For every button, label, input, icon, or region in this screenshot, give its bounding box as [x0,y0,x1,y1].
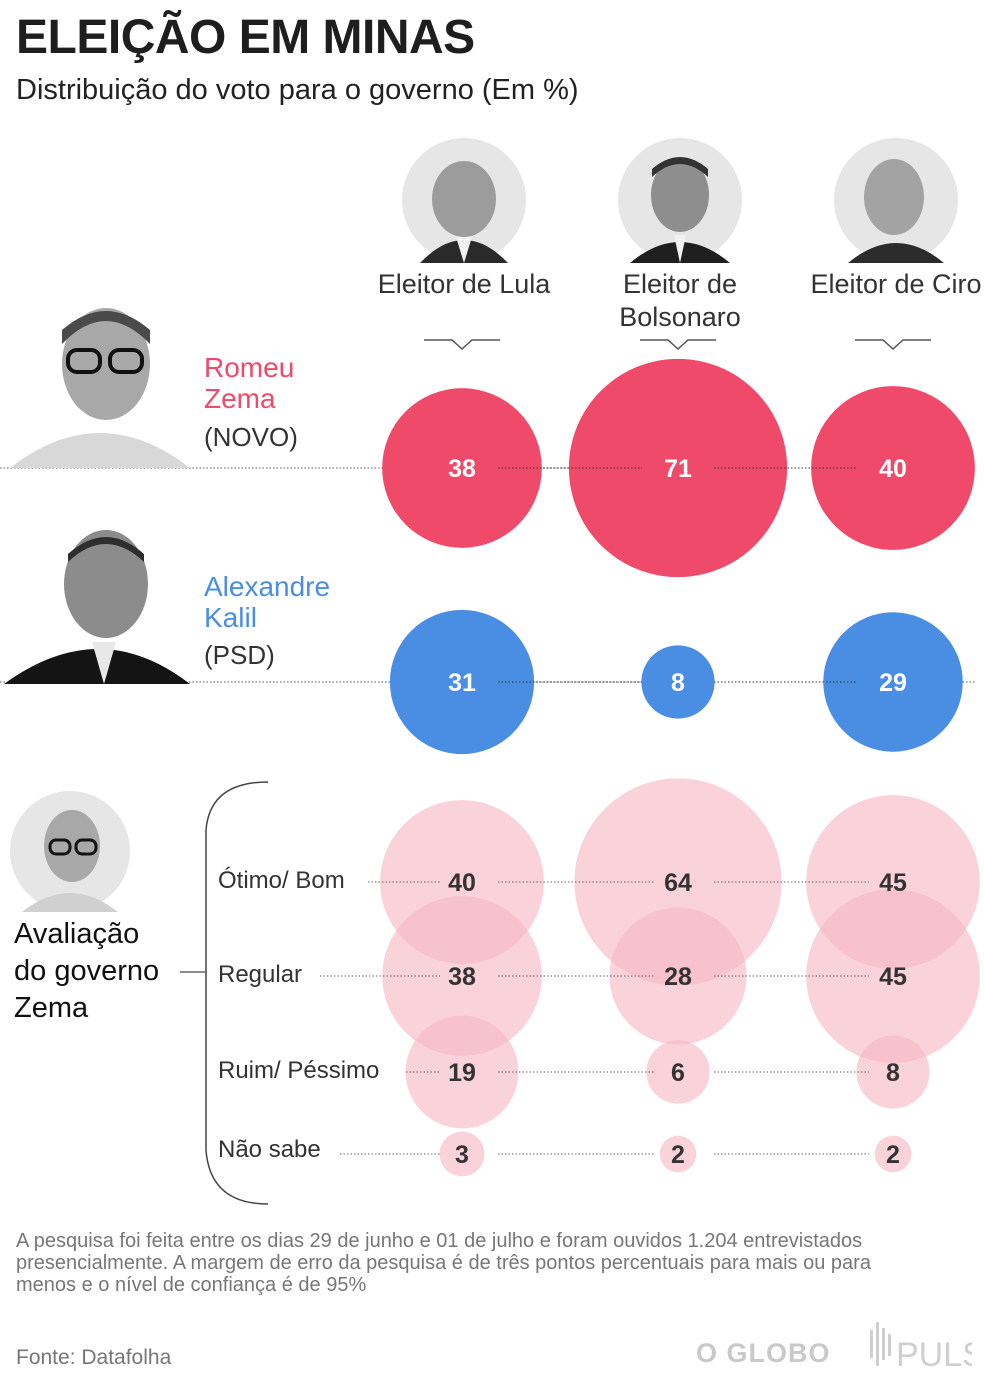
pulso-logo-text: PULSO [896,1336,972,1372]
kalil-photo [4,530,190,684]
vote-bubble-1-2 [823,612,963,752]
eval-value-2-1: 6 [671,1059,685,1087]
vote-bubble-1-0 [389,609,535,755]
eval-bubble-2-1 [646,1040,710,1104]
eval-value-3-1: 2 [671,1141,685,1169]
eval-bubble-1-1 [609,907,747,1045]
candidate-party-zema: (NOVO) [204,422,298,452]
eval-value-1-0: 38 [448,963,476,991]
pulso-logo: PULSO [870,1322,972,1372]
eval-value-1-2: 45 [879,963,907,991]
vote-value-1-2: 29 [879,669,907,697]
eval-row-label-ruim-pessimo: Ruim/ Péssimo [218,1057,380,1084]
column-chevron-0 [424,339,500,351]
evaluation-bracket [205,781,269,1205]
eval-value-1-1: 28 [664,963,692,991]
eval-bubble-3-2 [874,1135,912,1173]
eval-bubble-3-1 [659,1135,697,1173]
column-label-ciro: Eleitor de Ciro [810,269,982,299]
vote-value-0-0: 38 [448,455,476,483]
eval-value-3-2: 2 [886,1141,900,1169]
eval-bubble-2-0 [405,1015,519,1129]
eval-value-3-0: 3 [455,1141,469,1169]
vote-bubble-0-1 [568,358,788,578]
vote-bubble-1-1 [641,645,715,719]
eval-bubble-1-2 [806,889,980,1063]
eval-row-label-nao-sabe: Não sabe [218,1136,321,1163]
candidate-name-kalil: Alexandre Kalil [204,571,331,633]
vote-value-0-2: 40 [879,455,907,483]
eval-bubble-3-0 [439,1131,485,1177]
column-chevron-1 [640,339,716,351]
o-globo-logo: O GLOBO [696,1338,831,1368]
eval-value-0-0: 40 [448,869,476,897]
page-title: ELEIÇÃO EM MINAS [16,11,475,64]
lula-voter-photo [402,138,526,263]
candidate-name-zema: Romeu Zema [204,352,295,414]
evaluation-title: Avaliação do governo Zema [14,918,160,1024]
vote-bubble-0-0 [382,388,542,548]
vote-bubble-0-2 [811,386,975,550]
source-text: Fonte: Datafolha [16,1346,172,1369]
vote-value-0-1: 71 [664,455,692,483]
eval-bubble-2-2 [856,1035,930,1109]
methodology-note: A pesquisa foi feita entre os dias 29 de… [16,1230,871,1296]
eval-value-0-2: 45 [879,869,907,897]
eval-value-2-0: 19 [448,1059,476,1087]
vote-value-1-0: 31 [448,669,476,697]
zema-photo [10,308,190,468]
column-chevron-2 [855,339,931,351]
zema-evaluation-photo [10,791,130,912]
eval-value-2-2: 8 [886,1059,900,1087]
bolsonaro-voter-photo [618,138,742,263]
eval-row-label-regular: Regular [218,961,303,988]
candidate-party-kalil: (PSD) [204,640,275,670]
column-label-lula: Eleitor de Lula [377,269,551,299]
eval-row-label-otimo-bom: Ótimo/ Bom [218,867,345,894]
page-subtitle: Distribuição do voto para o governo (Em … [16,74,579,106]
ciro-voter-photo [834,138,958,263]
eval-bubble-1-0 [382,896,542,1056]
vote-value-1-1: 8 [671,669,685,697]
eval-value-0-1: 64 [664,869,692,897]
column-label-bolsonaro: Eleitor de Bolsonaro [619,269,741,332]
